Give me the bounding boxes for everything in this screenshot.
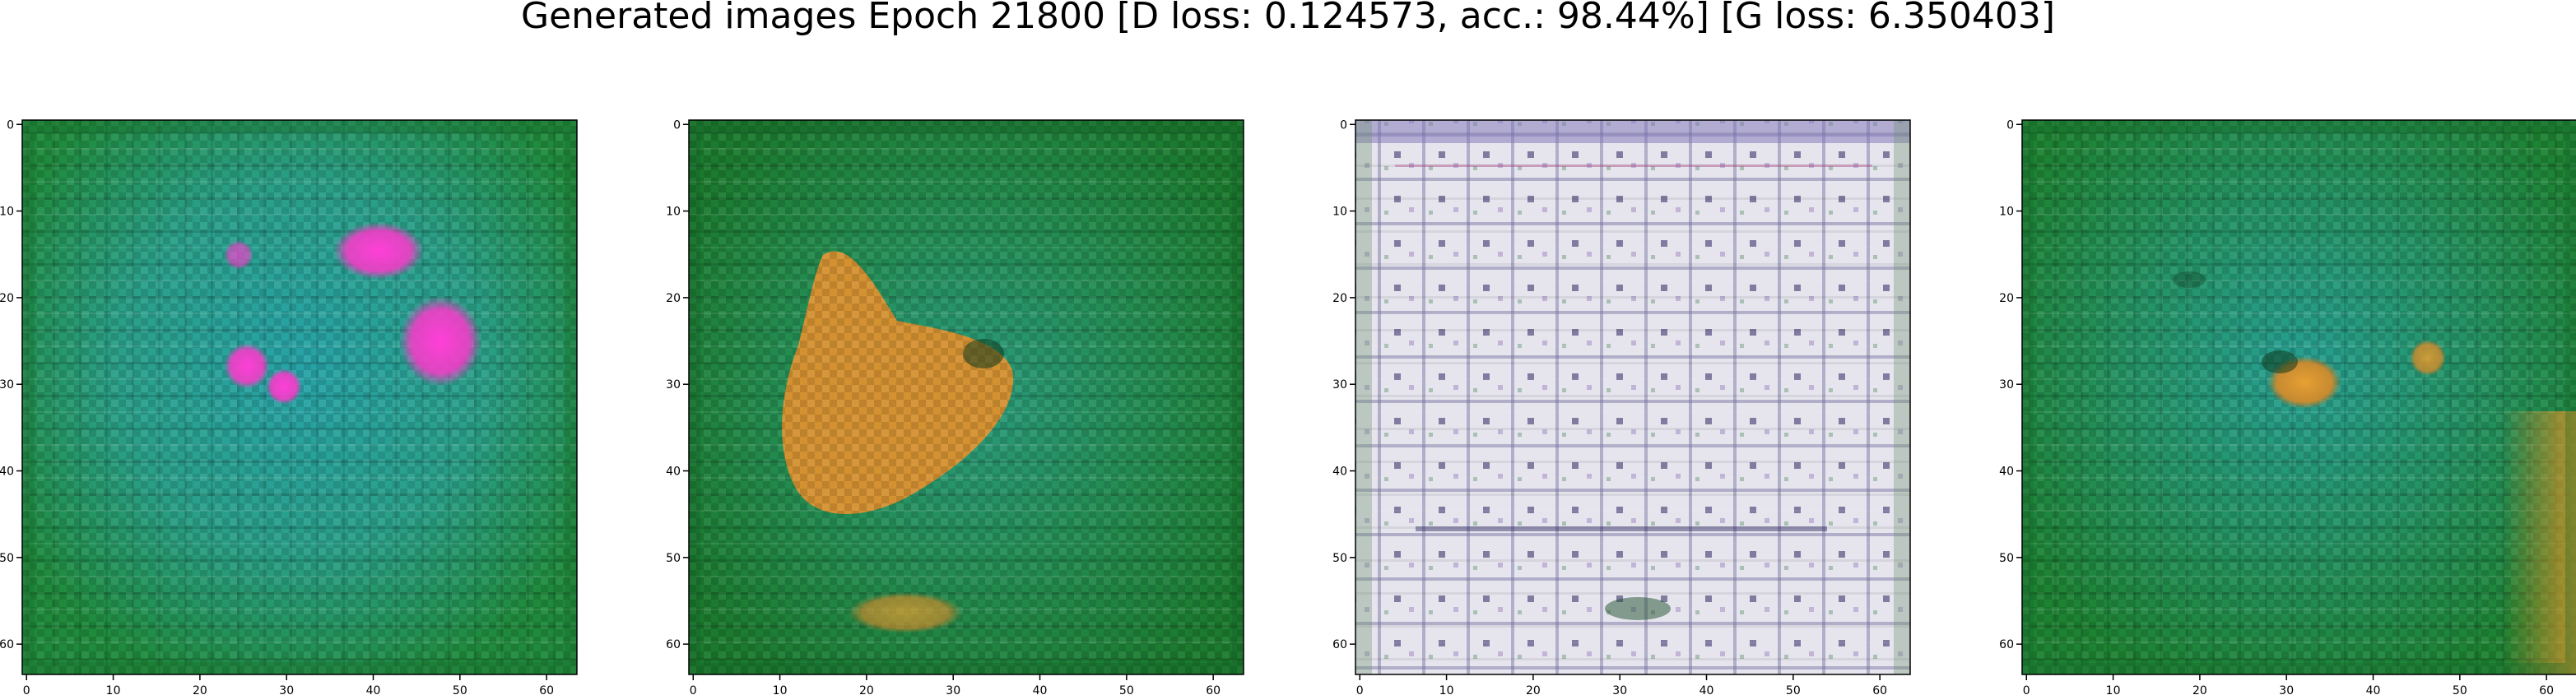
x-tick-label: 20	[2192, 684, 2207, 695]
x-tick-label: 0	[23, 684, 30, 695]
generated-image-4	[2022, 120, 2576, 674]
x-tick-label: 60	[539, 684, 554, 695]
x-tick-label: 20	[859, 684, 874, 695]
y-tick-label: 30	[0, 378, 14, 392]
x-tick-label: 50	[1786, 684, 1801, 695]
x-tick-label: 60	[2539, 684, 2554, 695]
x-tick-label: 20	[193, 684, 207, 695]
x-tick-label: 30	[2279, 684, 2294, 695]
y-tick-label: 40	[0, 466, 14, 479]
y-tick-label: 10	[0, 206, 14, 219]
y-tick-label: 20	[666, 292, 681, 305]
y-tick-label: 10	[1332, 206, 1347, 219]
x-tick-label: 40	[2366, 684, 2381, 695]
y-tick-label: 40	[1999, 466, 2014, 479]
x-tick-label: 40	[1033, 684, 1048, 695]
y-tick-label: 30	[1332, 378, 1347, 392]
figure-title: Generated images Epoch 21800 [D loss: 0.…	[520, 0, 2056, 37]
y-tick-label: 20	[1332, 292, 1347, 305]
x-tick-label: 10	[2106, 684, 2121, 695]
y-tick-label: 20	[1999, 292, 2014, 305]
x-tick-label: 0	[1356, 684, 1364, 695]
generated-image-3	[1355, 120, 1910, 674]
y-tick-label: 20	[0, 292, 14, 305]
y-tick-label: 10	[1999, 206, 2014, 219]
y-tick-label: 30	[1999, 378, 2014, 392]
y-tick-label: 0	[2006, 118, 2014, 132]
x-tick-label: 50	[453, 684, 467, 695]
y-tick-label: 50	[1332, 552, 1347, 565]
x-tick-label: 60	[1206, 684, 1221, 695]
y-tick-label: 40	[1332, 466, 1347, 479]
x-tick-label: 50	[2453, 684, 2467, 695]
axes-frame	[1355, 119, 1911, 675]
y-tick-label: 50	[1999, 552, 2014, 565]
generated-image-1-axes: 0 10 20 30 40 50 60 0 10 20 30 40 50 60	[0, 118, 578, 695]
generated-image-3-axes: 0 10 20 30 40 50 60 0 10 20 30 40 50 60	[1332, 118, 1911, 695]
y-tick-label: 40	[666, 466, 681, 479]
axes-frame	[688, 119, 1244, 675]
x-tick-label: 30	[279, 684, 294, 695]
generated-image-2	[689, 120, 1244, 674]
axes-frame	[2021, 119, 2576, 675]
x-tick-label: 60	[1872, 684, 1887, 695]
x-tick-label: 30	[946, 684, 960, 695]
x-tick-label: 20	[1526, 684, 1541, 695]
generated-image-2-axes: 0 10 20 30 40 50 60 0 10 20 30 40 50 60	[666, 118, 1244, 695]
y-tick-label: 60	[666, 638, 681, 651]
axes-frame	[21, 119, 578, 675]
y-tick-label: 0	[1340, 118, 1347, 132]
x-tick-label: 10	[106, 684, 121, 695]
y-tick-label: 60	[1999, 638, 2014, 651]
x-tick-label: 0	[2023, 684, 2030, 695]
x-tick-label: 50	[1119, 684, 1134, 695]
y-tick-label: 60	[0, 638, 14, 651]
y-tick-label: 0	[673, 118, 681, 132]
y-tick-label: 50	[0, 552, 14, 565]
x-tick-label: 10	[773, 684, 788, 695]
y-tick-label: 60	[1332, 638, 1347, 651]
y-tick-label: 30	[666, 378, 681, 392]
x-tick-label: 40	[366, 684, 381, 695]
generated-image-1	[22, 120, 577, 674]
x-tick-label: 10	[1439, 684, 1454, 695]
y-tick-label: 10	[666, 206, 681, 219]
x-tick-label: 0	[690, 684, 697, 695]
x-tick-label: 40	[1700, 684, 1714, 695]
x-tick-label: 30	[1612, 684, 1627, 695]
y-tick-label: 50	[666, 552, 681, 565]
y-tick-label: 0	[7, 118, 14, 132]
generated-image-4-axes: 0 10 20 30 40 50 60 0 10 20 30 40 50 60	[1999, 118, 2576, 695]
